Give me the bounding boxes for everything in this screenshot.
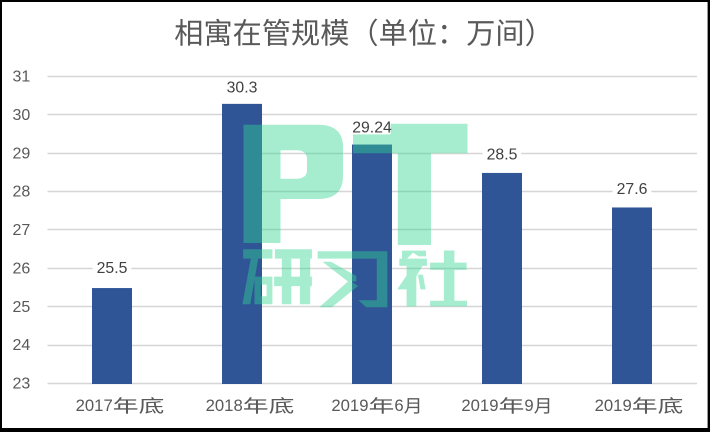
svg-text:28.5: 28.5 — [487, 147, 518, 164]
svg-text:28: 28 — [13, 184, 31, 201]
svg-text:2017: 2017 — [76, 396, 113, 415]
svg-text:31: 31 — [13, 69, 31, 86]
svg-text:26: 26 — [13, 261, 31, 278]
svg-text:9: 9 — [524, 396, 533, 415]
svg-text:2019: 2019 — [461, 396, 498, 415]
svg-text:6: 6 — [394, 396, 403, 415]
svg-text:29: 29 — [13, 145, 31, 162]
svg-text:25.5: 25.5 — [97, 260, 128, 277]
svg-text:2019: 2019 — [595, 396, 632, 415]
svg-text:24: 24 — [13, 337, 31, 354]
svg-text:2018: 2018 — [206, 396, 243, 415]
svg-text:30.3: 30.3 — [227, 80, 258, 97]
svg-text:25: 25 — [13, 299, 31, 316]
svg-text:27.6: 27.6 — [617, 181, 648, 198]
svg-text:30: 30 — [13, 107, 31, 124]
svg-text:27: 27 — [13, 222, 31, 239]
svg-text:23: 23 — [13, 376, 31, 393]
svg-text:2019: 2019 — [331, 396, 368, 415]
svg-text:29.24: 29.24 — [352, 119, 392, 136]
